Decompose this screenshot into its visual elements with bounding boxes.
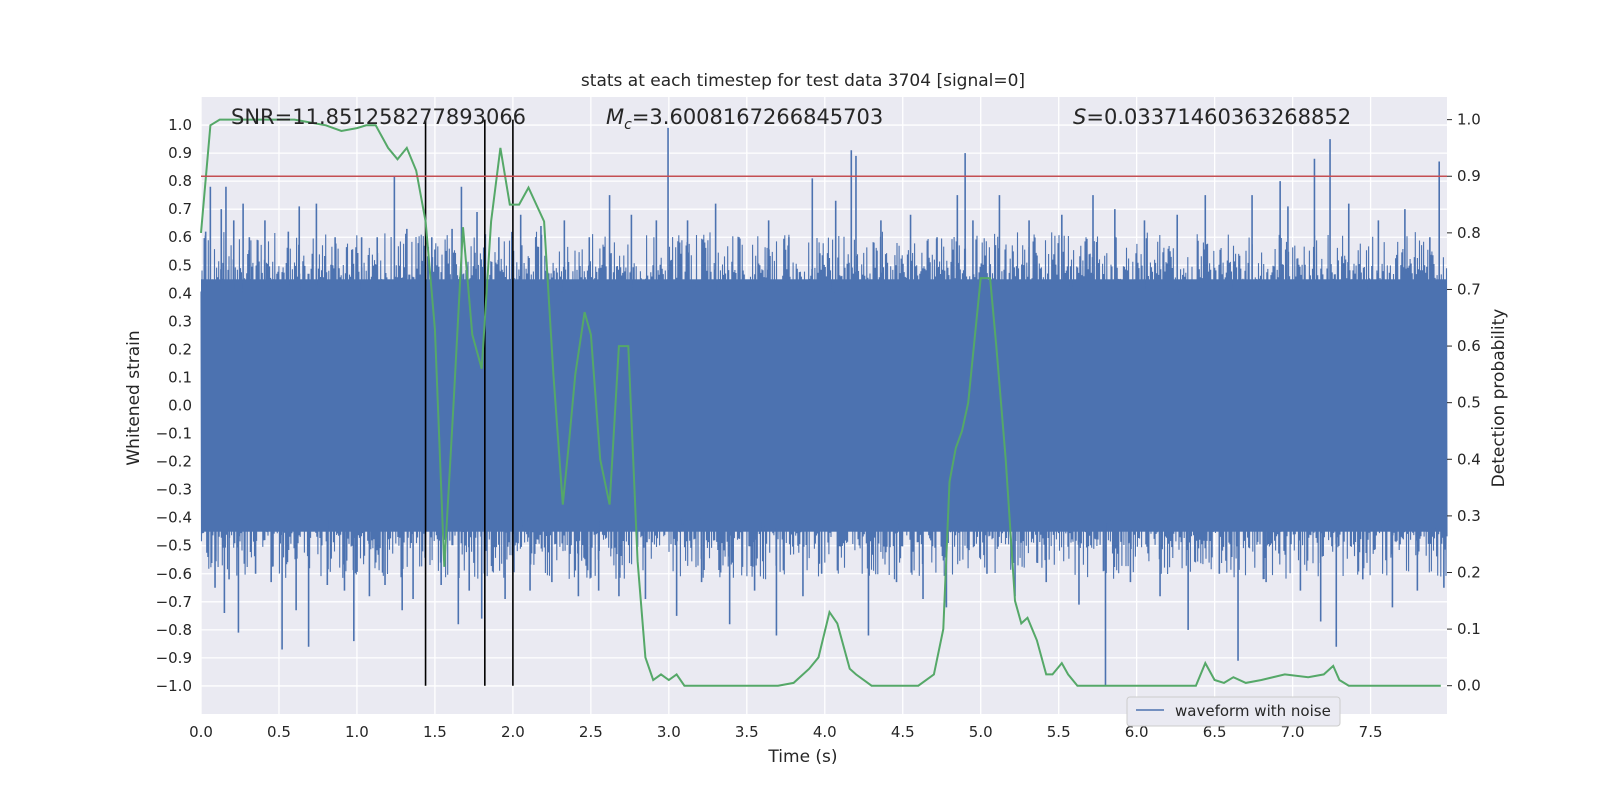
y-tick-label: 0.9 bbox=[168, 144, 192, 162]
y-tick-label: −0.5 bbox=[156, 537, 192, 555]
x-tick-label: 0.5 bbox=[267, 723, 291, 741]
y2-tick-label: 0.5 bbox=[1457, 394, 1481, 412]
snr-value: =11.851258277893066 bbox=[275, 105, 526, 129]
y-tick-label: −0.4 bbox=[156, 509, 192, 527]
s-value: =0.03371460363268852 bbox=[1086, 105, 1351, 129]
y-tick-label: −0.7 bbox=[156, 593, 192, 611]
y2-axis-label: Detection probability bbox=[1489, 309, 1509, 488]
y-tick-label: −0.2 bbox=[156, 453, 192, 471]
x-tick-label: 6.0 bbox=[1125, 723, 1149, 741]
probability-series bbox=[200, 118, 1441, 687]
y2-tick-label: 1.0 bbox=[1457, 111, 1481, 129]
y-tick-label: −0.8 bbox=[156, 621, 192, 639]
y-tick-label: −0.6 bbox=[156, 565, 192, 583]
snr-prefix: SNR bbox=[231, 105, 275, 129]
y-tick-label: 1.0 bbox=[168, 116, 192, 134]
chirp-mass-annotation: Mc=3.6008167266845703 bbox=[606, 105, 883, 133]
y-tick-label: 0.1 bbox=[168, 368, 192, 386]
y2-tick-label: 0.9 bbox=[1457, 167, 1481, 185]
s-annotation: S=0.03371460363268852 bbox=[1073, 105, 1351, 129]
chirp-mass-subscript: c bbox=[624, 117, 632, 133]
x-tick-label: 2.5 bbox=[579, 723, 603, 741]
x-tick-label: 1.5 bbox=[423, 723, 447, 741]
x-tick-label: 5.0 bbox=[969, 723, 993, 741]
chirp-mass-value: =3.6008167266845703 bbox=[632, 105, 883, 129]
x-tick-label: 5.5 bbox=[1047, 723, 1071, 741]
event-markers bbox=[424, 119, 514, 686]
y-tick-label: 0.2 bbox=[168, 340, 192, 358]
x-tick-label: 1.0 bbox=[345, 723, 369, 741]
y2-tick-label: 0.6 bbox=[1457, 337, 1481, 355]
x-tick-label: 0.0 bbox=[189, 723, 213, 741]
y-tick-label: 0.3 bbox=[168, 312, 192, 330]
probability-line bbox=[200, 118, 1441, 687]
y-axis-label: Whitened strain bbox=[124, 330, 144, 465]
x-tick-label: 6.5 bbox=[1203, 723, 1227, 741]
x-tick-label: 4.0 bbox=[813, 723, 837, 741]
legend: waveform with noise bbox=[1126, 696, 1341, 727]
y-tick-label: 0.4 bbox=[168, 284, 192, 302]
s-symbol: S bbox=[1073, 105, 1086, 129]
x-tick-label: 3.0 bbox=[657, 723, 681, 741]
x-tick-label: 2.0 bbox=[501, 723, 525, 741]
y-tick-label: 0.7 bbox=[168, 200, 192, 218]
chart-title: stats at each timestep for test data 370… bbox=[581, 71, 1025, 91]
y-tick-label: −1.0 bbox=[156, 677, 192, 695]
x-axis-label: Time (s) bbox=[767, 747, 837, 767]
x-tick-label: 3.5 bbox=[735, 723, 759, 741]
y2-tick-label: 0.4 bbox=[1457, 450, 1481, 468]
y-tick-label: 0.8 bbox=[168, 172, 192, 190]
tick-labels: 0.0 0.5 1.0 1.5 2.0 2.5 3.0 3.5 4.0 4.5 5.0 5.5 6.0 6… bbox=[156, 111, 1481, 741]
x-tick-label: 7.0 bbox=[1281, 723, 1305, 741]
chirp-mass-symbol: M bbox=[606, 105, 624, 129]
y2-tick-label: 0.8 bbox=[1457, 224, 1481, 242]
y-tick-label: −0.1 bbox=[156, 425, 192, 443]
snr-annotation: SNR=11.851258277893066 bbox=[231, 105, 526, 129]
y-tick-label: −0.9 bbox=[156, 649, 192, 667]
waveform-line bbox=[200, 231, 1448, 580]
waveform-series bbox=[200, 127, 1448, 686]
legend-label: waveform with noise bbox=[1175, 702, 1331, 720]
y-tick-label: 0.0 bbox=[168, 397, 192, 415]
x-tick-label: 4.5 bbox=[891, 723, 915, 741]
y-tick-label: 0.6 bbox=[168, 228, 192, 246]
y-tick-label: 0.5 bbox=[168, 256, 192, 274]
y2-tick-label: 0.0 bbox=[1457, 677, 1481, 695]
y2-tick-label: 0.7 bbox=[1457, 280, 1481, 298]
x-tick-label: 7.5 bbox=[1359, 723, 1383, 741]
y2-tick-label: 0.1 bbox=[1457, 620, 1481, 638]
y2-tick-label: 0.2 bbox=[1457, 563, 1481, 581]
y2-tick-label: 0.3 bbox=[1457, 507, 1481, 525]
legend-box bbox=[1126, 696, 1341, 727]
y-tick-label: −0.3 bbox=[156, 481, 192, 499]
